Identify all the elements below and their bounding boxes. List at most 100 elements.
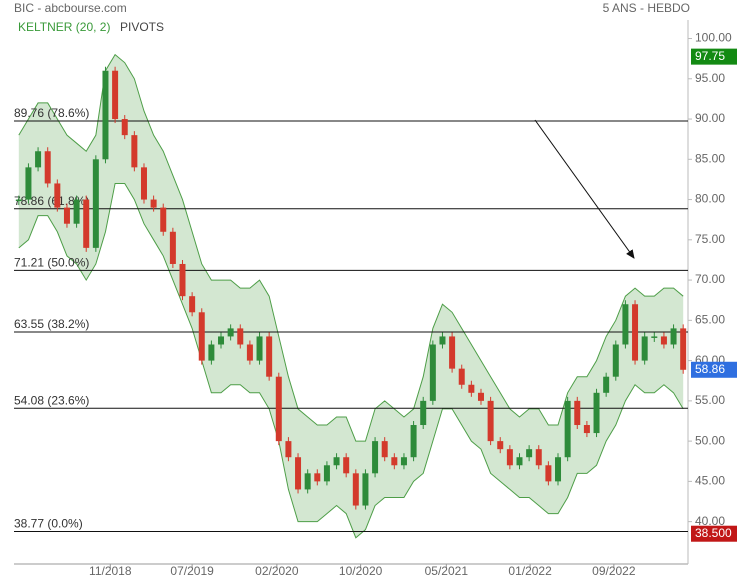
candle-body xyxy=(458,368,465,385)
candle-body xyxy=(343,457,350,474)
pivot-label: 71.21 (50.0%) xyxy=(14,256,89,270)
candle-body xyxy=(237,328,244,345)
candle-body xyxy=(468,384,475,393)
candle-body xyxy=(381,441,388,458)
candle-body xyxy=(121,119,128,136)
band-lower xyxy=(18,182,684,539)
candle-body xyxy=(603,376,610,393)
x-tick-label: 10/2020 xyxy=(339,564,383,578)
candle-body xyxy=(641,336,648,361)
candle-body xyxy=(189,296,196,313)
candle-body xyxy=(54,183,61,208)
candle-body xyxy=(410,425,417,458)
candle-body xyxy=(670,328,677,345)
candle-body xyxy=(227,328,234,337)
candle-body xyxy=(92,159,99,248)
candle-body xyxy=(372,441,379,474)
candle-body xyxy=(285,441,292,458)
candle-body xyxy=(73,199,80,224)
candle-body xyxy=(35,151,42,168)
band-upper xyxy=(18,53,684,442)
candle-body xyxy=(352,473,359,506)
y-tick-label: 50.00 xyxy=(695,433,725,447)
candle-body xyxy=(131,135,138,168)
candle-body xyxy=(25,167,32,200)
candle-body xyxy=(150,199,157,208)
candle-body xyxy=(400,457,407,466)
candle-body xyxy=(198,312,205,361)
candle-body xyxy=(140,167,147,200)
candle-body xyxy=(391,457,398,466)
x-tick-label: 05/2021 xyxy=(425,564,469,578)
band-fill xyxy=(18,54,684,538)
candle-body xyxy=(208,344,215,361)
price-marker-label: 97.75 xyxy=(695,49,725,63)
price-marker xyxy=(691,361,737,378)
candle-body xyxy=(612,344,619,377)
y-tick-label: 45.00 xyxy=(695,474,725,488)
candle-body xyxy=(83,199,90,248)
y-tick-label: 85.00 xyxy=(695,151,725,165)
candle-body xyxy=(680,328,687,370)
pivot-label: 78.86 (61.8%) xyxy=(14,194,89,208)
candle-body xyxy=(304,473,311,490)
candle-body xyxy=(44,151,51,184)
candle-body xyxy=(15,199,22,202)
candle-body xyxy=(333,457,340,466)
price-marker xyxy=(691,48,737,65)
pivot-label: 89.76 (78.6%) xyxy=(14,106,89,120)
price-marker xyxy=(691,525,737,542)
y-tick-label: 65.00 xyxy=(695,313,725,327)
indicator-label: PIVOTS xyxy=(120,20,164,34)
x-tick-label: 11/2018 xyxy=(89,564,132,578)
candle-body xyxy=(564,400,571,458)
chart-title: BIC - abcbourse.com xyxy=(14,1,127,15)
candle-body xyxy=(266,336,273,377)
candle-body xyxy=(632,304,639,361)
x-tick-label: 09/2022 xyxy=(592,564,636,578)
candle-body xyxy=(295,457,302,490)
y-tick-label: 90.00 xyxy=(695,111,725,125)
candle-body xyxy=(63,207,70,224)
candle-body xyxy=(429,344,436,401)
candle-body xyxy=(487,400,494,442)
pivot-label: 63.55 (38.2%) xyxy=(14,317,89,331)
candle-body xyxy=(545,465,552,482)
y-tick-label: 75.00 xyxy=(695,232,725,246)
pivot-label: 54.08 (23.6%) xyxy=(14,393,89,407)
candle-body xyxy=(314,473,321,482)
candle-body xyxy=(506,449,513,466)
y-tick-label: 100.00 xyxy=(695,31,732,45)
x-tick-label: 01/2022 xyxy=(508,564,552,578)
candle-body xyxy=(583,425,590,434)
candle-body xyxy=(420,400,427,426)
candle-body xyxy=(160,207,167,232)
candle-body xyxy=(555,457,562,482)
candle-body xyxy=(574,400,581,426)
y-tick-label: 55.00 xyxy=(695,393,725,407)
candle-body xyxy=(102,70,109,160)
candle-body xyxy=(516,457,523,466)
y-tick-label: 70.00 xyxy=(695,272,725,286)
chart-subtitle: 5 ANS - HEBDO xyxy=(603,1,690,15)
candle-body xyxy=(593,392,600,434)
candle-body xyxy=(179,263,186,297)
candle-body xyxy=(622,304,629,345)
candle-body xyxy=(256,336,263,361)
candle-body xyxy=(169,231,176,264)
candle-body xyxy=(362,473,369,506)
candle-body xyxy=(449,336,456,369)
candle-body xyxy=(497,441,504,450)
indicator-label: KELTNER (20, 2) xyxy=(18,20,110,34)
candle-body xyxy=(477,392,484,401)
pivot-label: 38.77 (0.0%) xyxy=(14,517,83,531)
price-marker-label: 38.500 xyxy=(695,526,732,540)
arrow xyxy=(534,119,635,259)
y-tick-label: 80.00 xyxy=(695,192,725,206)
y-tick-label: 95.00 xyxy=(695,71,725,85)
price-marker-label: 58.86 xyxy=(695,362,725,376)
candle-body xyxy=(275,376,282,442)
candle-body xyxy=(218,336,225,345)
candle-body xyxy=(651,336,658,338)
